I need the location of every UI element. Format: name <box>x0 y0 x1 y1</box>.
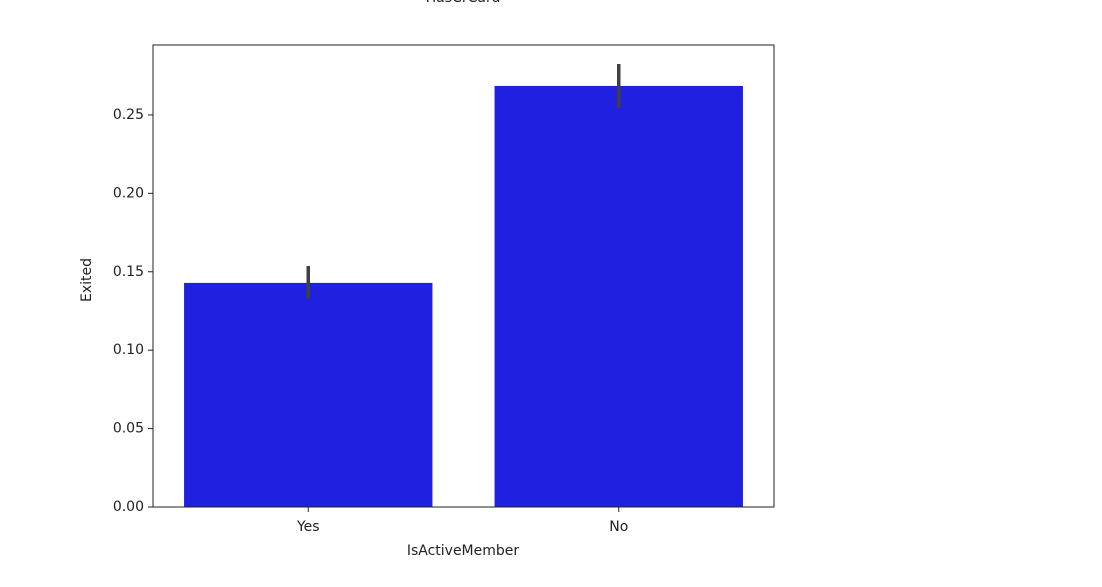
y-tick-label: 0.05 <box>113 421 144 437</box>
y-tick-label: 0.15 <box>113 264 144 280</box>
y-tick-label: 0.25 <box>113 107 144 123</box>
x-axis-label: IsActiveMember <box>407 543 520 559</box>
bar <box>494 85 743 507</box>
x-tick-label: Yes <box>296 519 320 535</box>
y-axis-label: Exited <box>79 258 95 302</box>
y-tick-label: 0.10 <box>113 342 144 358</box>
x-tick-label: No <box>609 519 628 535</box>
y-tick-label: 0.20 <box>113 185 144 201</box>
chart-title: HasCrCard <box>426 0 501 6</box>
y-tick-label: 0.00 <box>113 499 144 515</box>
bar <box>184 282 433 507</box>
plot-frame <box>152 44 775 508</box>
